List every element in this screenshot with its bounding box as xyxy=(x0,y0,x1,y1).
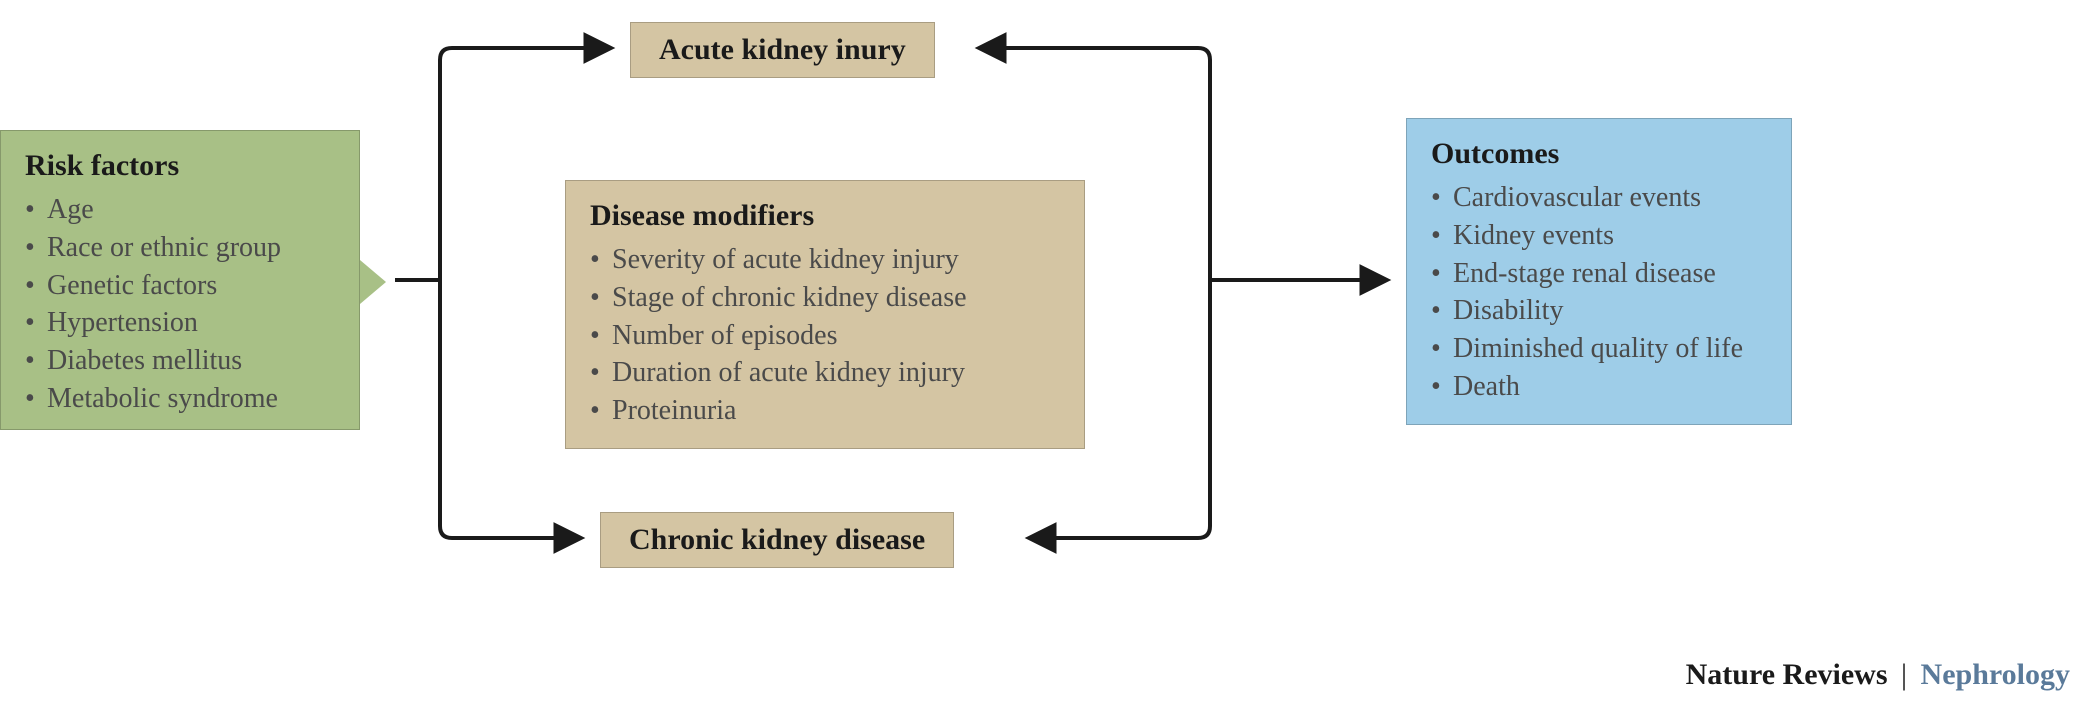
list-item: Duration of acute kidney injury xyxy=(590,354,1060,392)
risk-arrow-pointer xyxy=(360,260,386,304)
disease-modifiers-list: Severity of acute kidney injury Stage of… xyxy=(590,241,1060,430)
credit-section: Nephrology xyxy=(1921,658,2070,691)
list-item: Disability xyxy=(1431,292,1767,330)
list-item: Diminished quality of life xyxy=(1431,330,1767,368)
list-item: Diabetes mellitus xyxy=(25,342,335,380)
list-item: Stage of chronic kidney disease xyxy=(590,279,1060,317)
aki-node: Acute kidney inury xyxy=(630,22,935,78)
credit-separator: | xyxy=(1901,658,1907,691)
disease-modifiers-title: Disease modifiers xyxy=(590,199,1060,233)
list-item: Cardiovascular events xyxy=(1431,179,1767,217)
ckd-node: Chronic kidney disease xyxy=(600,512,954,568)
risk-factors-list: Age Race or ethnic group Genetic factors… xyxy=(25,191,335,418)
list-item: Death xyxy=(1431,368,1767,406)
list-item: Number of episodes xyxy=(590,317,1060,355)
list-item: Genetic factors xyxy=(25,267,335,305)
outcomes-title: Outcomes xyxy=(1431,137,1767,171)
list-item: Hypertension xyxy=(25,304,335,342)
list-item: Severity of acute kidney injury xyxy=(590,241,1060,279)
outcomes-list: Cardiovascular events Kidney events End-… xyxy=(1431,179,1767,406)
disease-modifiers-box: Disease modifiers Severity of acute kidn… xyxy=(565,180,1085,449)
risk-factors-box: Risk factors Age Race or ethnic group Ge… xyxy=(0,130,360,430)
outcomes-box: Outcomes Cardiovascular events Kidney ev… xyxy=(1406,118,1792,425)
list-item: End-stage renal disease xyxy=(1431,255,1767,293)
list-item: Race or ethnic group xyxy=(25,229,335,267)
list-item: Kidney events xyxy=(1431,217,1767,255)
list-item: Metabolic syndrome xyxy=(25,380,335,418)
list-item: Age xyxy=(25,191,335,229)
credit-journal: Nature Reviews xyxy=(1686,658,1888,691)
risk-factors-title: Risk factors xyxy=(25,149,335,183)
credit-line: Nature Reviews | Nephrology xyxy=(1686,658,2070,692)
list-item: Proteinuria xyxy=(590,392,1060,430)
